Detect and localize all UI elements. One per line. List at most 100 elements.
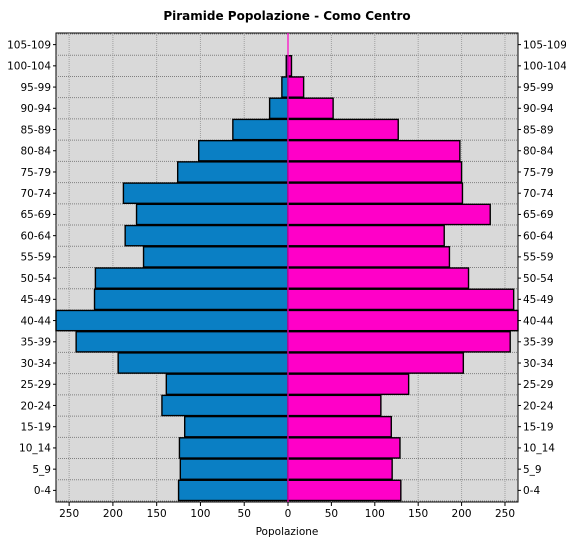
x-tick-label: 100	[365, 508, 385, 520]
bar-left-55-59	[142, 246, 289, 268]
y-tick-label-left: 90-94	[20, 103, 51, 115]
x-axis-ticks: 250 200 150 100 50 0 50 100 150 200 250	[59, 502, 515, 520]
y-tick-label-right: 85-89	[523, 124, 554, 136]
y-tick-label-right: 20-24	[523, 400, 554, 412]
y-tick-label-left: 30-34	[20, 358, 51, 370]
x-tick-label: 100	[190, 508, 210, 520]
y-tick-label-right: 25-29	[523, 379, 554, 391]
bar-left-70-74	[122, 182, 289, 205]
y-tick-label-left: 95-99	[20, 82, 51, 94]
bar-left-20-24	[161, 394, 289, 417]
bar-right-40-44	[287, 309, 519, 332]
y-tick-label-right: 30-34	[523, 358, 554, 370]
y-tick-label-right: 45-49	[523, 294, 554, 306]
bar-left-80-84	[198, 139, 289, 162]
bar-right-0-4	[287, 479, 402, 502]
y-tick-label-left: 65-69	[20, 209, 51, 221]
bar-right-55-59	[287, 246, 451, 268]
y-tick-label-right: 50-54	[523, 273, 554, 285]
y-tick-label-left: 55-59	[20, 252, 51, 264]
bar-right-5_9	[287, 458, 393, 480]
y-tick-label-right: 5_9	[523, 464, 542, 476]
y-tick-label-left: 25-29	[20, 379, 51, 391]
x-axis-label: Popolazione	[256, 526, 319, 538]
bar-right-65-69	[287, 203, 491, 226]
y-tick-label-left: 85-89	[20, 124, 51, 136]
y-tick-label-right: 80-84	[523, 146, 554, 158]
y-tick-label-right: 0-4	[523, 485, 540, 497]
y-tick-label-right: 55-59	[523, 252, 554, 264]
bar-left-60-64	[124, 224, 289, 247]
y-tick-label-right: 15-19	[523, 422, 554, 434]
y-tick-label-left: 5_9	[32, 464, 51, 476]
y-tick-label-right: 100-104	[523, 61, 566, 73]
y-tick-label-right: 65-69	[523, 209, 554, 221]
y-tick-label-right: 75-79	[523, 167, 554, 179]
x-tick-label: 250	[495, 508, 515, 520]
bar-left-30-34	[117, 352, 289, 374]
bar-left-40-44	[55, 309, 289, 332]
y-tick-labels-left: 0-4 5_9 10_14 15-19 20-24 25-29 30-34 35-39 40-4…	[7, 39, 56, 497]
bar-right-80-84	[287, 139, 461, 162]
bar-left-15-19	[183, 415, 289, 438]
y-tick-label-right: 35-39	[523, 337, 554, 349]
y-tick-label-left: 70-74	[20, 188, 51, 200]
y-tick-label-left: 40-44	[20, 315, 51, 327]
y-tick-label-left: 50-54	[20, 273, 51, 285]
y-tick-label-right: 40-44	[523, 315, 554, 327]
y-tick-label-right: 60-64	[523, 230, 554, 242]
bar-left-0-4	[177, 479, 289, 502]
x-tick-label: 150	[408, 508, 428, 520]
x-tick-label: 0	[285, 508, 292, 520]
y-tick-label-right: 10_14	[523, 443, 555, 455]
bar-left-65-69	[135, 203, 289, 226]
bar-left-45-49	[93, 288, 289, 311]
bar-right-20-24	[287, 394, 382, 417]
bar-right-15-19	[287, 415, 392, 438]
bar-left-90-94	[268, 97, 289, 120]
x-tick-label: 50	[325, 508, 338, 520]
y-tick-label-right: 95-99	[523, 82, 554, 94]
bar-right-30-34	[287, 352, 465, 374]
bar-left-5_9	[179, 458, 289, 480]
x-tick-label: 200	[452, 508, 472, 520]
y-tick-label-left: 10_14	[19, 443, 51, 455]
x-tick-label: 250	[59, 508, 79, 520]
chart-title: Piramide Popolazione - Como Centro	[163, 9, 410, 23]
bar-right-25-29	[287, 373, 410, 396]
bars-layer	[55, 55, 519, 502]
y-tick-label-left: 20-24	[20, 400, 51, 412]
bar-left-25-29	[165, 373, 289, 396]
y-tick-label-left: 0-4	[34, 485, 51, 497]
bar-right-95-99	[287, 76, 305, 98]
x-tick-label: 50	[238, 508, 251, 520]
y-tick-label-left: 105-109	[7, 39, 51, 51]
y-tick-label-left: 100-104	[7, 61, 51, 73]
bar-right-90-94	[287, 97, 334, 120]
bar-left-50-54	[94, 267, 289, 289]
y-tick-label-right: 105-109	[523, 39, 566, 51]
bar-right-75-79	[287, 161, 463, 183]
y-tick-label-right: 70-74	[523, 188, 554, 200]
bar-right-45-49	[287, 288, 515, 311]
bar-right-70-74	[287, 182, 464, 205]
bar-right-50-54	[287, 267, 470, 289]
bar-right-10_14	[287, 437, 401, 459]
x-tick-label: 150	[147, 508, 167, 520]
y-tick-labels-right: 0-4 5_9 10_14 15-19 20-24 25-29 30-34 35-39 40-4…	[518, 39, 566, 497]
y-tick-label-left: 75-79	[20, 167, 51, 179]
bar-left-85-89	[232, 118, 289, 141]
y-tick-label-left: 45-49	[20, 294, 51, 306]
y-tick-label-right: 90-94	[523, 103, 554, 115]
y-tick-label-left: 80-84	[20, 146, 51, 158]
bar-right-60-64	[287, 224, 445, 247]
y-tick-label-left: 35-39	[20, 337, 51, 349]
y-tick-label-left: 60-64	[20, 230, 51, 242]
bar-left-10_14	[178, 437, 289, 459]
bar-left-95-99	[281, 76, 289, 98]
x-tick-label: 200	[103, 508, 123, 520]
y-tick-label-left: 15-19	[20, 422, 51, 434]
bar-right-35-39	[287, 330, 511, 353]
bar-right-85-89	[287, 118, 399, 141]
